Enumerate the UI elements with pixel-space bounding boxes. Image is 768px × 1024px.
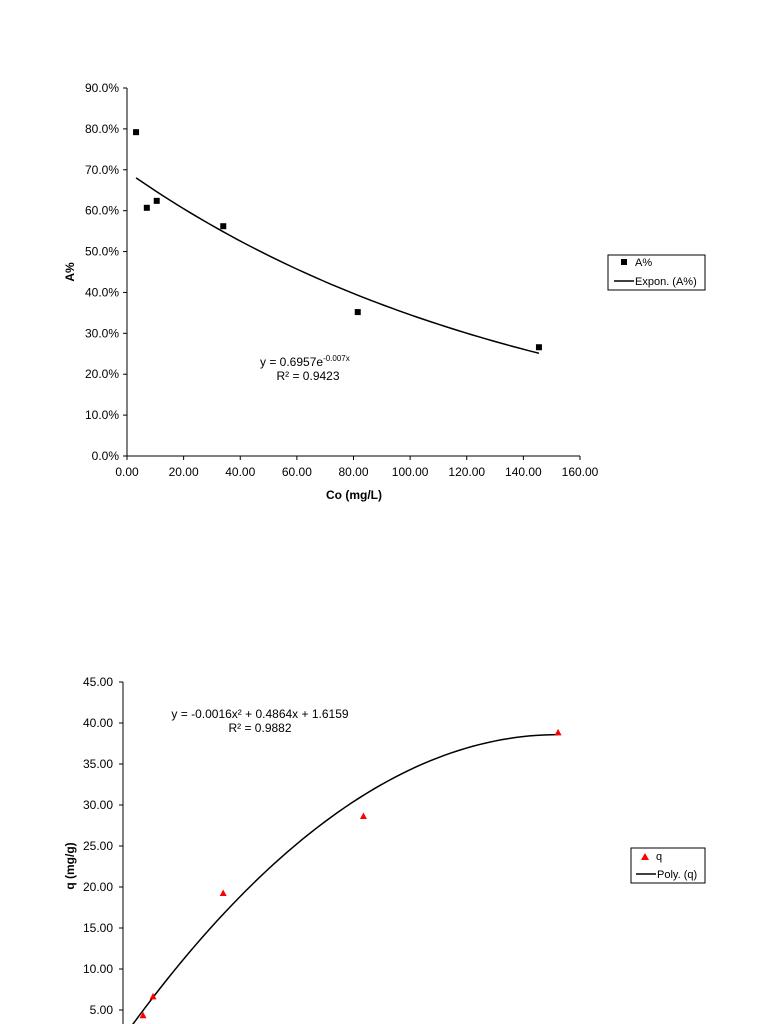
- chart2-plot-area: 5.00 10.00 15.00 20.00 25.00 30.00 35.00 40.00 4…: [83, 675, 562, 1024]
- chart1-y-tick-label: 50.0%: [85, 245, 119, 259]
- chart1-equation-base: y = 0.6957e: [260, 355, 323, 369]
- chart2-r-squared: R² = 0.9882: [228, 721, 291, 735]
- chart2-data-point: [554, 728, 562, 736]
- chart2-trend-equation: y = -0.0016x² + 0.4864x + 1.6159 R² = 0.…: [171, 707, 348, 735]
- chart2-y-tick-label: 40.00: [83, 716, 113, 730]
- chart1-r-squared: R² = 0.9423: [276, 369, 339, 383]
- chart1-x-tick-label: 160.00: [562, 465, 599, 479]
- chart2-legend-marker-q: [641, 853, 649, 860]
- chart1-x-tick-label: 20.00: [169, 465, 199, 479]
- chart1-y-axis-title: A%: [63, 262, 77, 282]
- chart1-data-point: [354, 309, 361, 316]
- chart2-data-point: [139, 1011, 147, 1019]
- chart1-x-tick-label: 60.00: [282, 465, 312, 479]
- chart1-trendline-expon: [135, 177, 540, 354]
- chart1-legend-label-a-percent: A%: [635, 257, 652, 269]
- chart2-y-tick-label: 30.00: [83, 798, 113, 812]
- chart2-y-tick-label: 25.00: [83, 839, 113, 853]
- chart2-data-point: [359, 812, 367, 819]
- chart1-x-tick-label: 80.00: [338, 465, 368, 479]
- chart1-x-tick-label: 100.00: [392, 465, 429, 479]
- chart1-trend-equation: y = 0.6957e-0.007x R² = 0.9423: [260, 354, 350, 383]
- chart1-x-tick-label: 140.00: [505, 465, 542, 479]
- chart1-y-tick-label: 30.0%: [85, 326, 119, 340]
- chart1-y-tick-label: 20.0%: [85, 367, 119, 381]
- chart1-y-tick-label: 90.0%: [85, 81, 119, 95]
- chart1-x-tick-label: 40.00: [225, 465, 255, 479]
- chart1-data-point: [535, 344, 542, 351]
- chart1-data-point: [220, 223, 227, 230]
- chart1-data-point: [133, 129, 140, 136]
- chart1-x-tick-label: 0.00: [115, 465, 139, 479]
- chart2-data-point: [149, 992, 157, 1000]
- chart1-y-tick-label: 0.0%: [92, 449, 120, 463]
- chart2-y-tick-label: 10.00: [83, 962, 113, 976]
- chart1-y-tick-label: 60.0%: [85, 204, 119, 218]
- chart1-data-point: [153, 197, 160, 204]
- chart2-data-point: [219, 889, 227, 897]
- chart-adsorption-capacity: 5.00 10.00 15.00 20.00 25.00 30.00 35.00 40.00 4…: [63, 675, 706, 1024]
- chart2-y-tick-label: 20.00: [83, 880, 113, 894]
- chart1-plot-area: 0.0% 10.0% 20.0% 30.0% 40.0% 50.0% 60.0% 70.0% 8…: [85, 81, 599, 479]
- chart1-legend: A% Expon. (A%): [607, 254, 706, 291]
- chart2-equation: y = -0.0016x² + 0.4864x + 1.6159: [171, 707, 348, 721]
- chart1-x-axis-title: Co (mg/L): [326, 488, 382, 502]
- svg-text:y = 0.6957e-0.007x: y = 0.6957e-0.007x: [260, 354, 350, 369]
- chart2-y-tick-label: 35.00: [83, 757, 113, 771]
- chart1-legend-label-expon: Expon. (A%): [635, 276, 697, 288]
- chart2-y-tick-label: 45.00: [83, 675, 113, 689]
- chart1-data-point: [143, 204, 150, 211]
- chart1-legend-marker-a-percent: [621, 259, 627, 265]
- chart2-legend-label-poly: Poly. (q): [657, 869, 697, 881]
- chart2-trendline-poly: [132, 733, 559, 1024]
- chart1-equation-exponent: -0.007x: [323, 354, 350, 363]
- chart2-y-tick-label: 5.00: [90, 1003, 114, 1017]
- chart-absorption-percent: 0.0% 10.0% 20.0% 30.0% 40.0% 50.0% 60.0% 70.0% 8…: [63, 81, 706, 502]
- chart1-x-tick-label: 120.00: [448, 465, 485, 479]
- chart1-y-tick-label: 40.0%: [85, 285, 119, 299]
- chart1-y-tick-label: 80.0%: [85, 122, 119, 136]
- chart1-y-tick-label: 10.0%: [85, 408, 119, 422]
- chart2-y-tick-label: 15.00: [83, 921, 113, 935]
- chart2-legend: q Poly. (q): [630, 847, 706, 884]
- chart2-y-axis-title: q (mg/g): [63, 842, 77, 889]
- chart1-y-tick-label: 70.0%: [85, 163, 119, 177]
- chart2-legend-label-q: q: [656, 851, 662, 863]
